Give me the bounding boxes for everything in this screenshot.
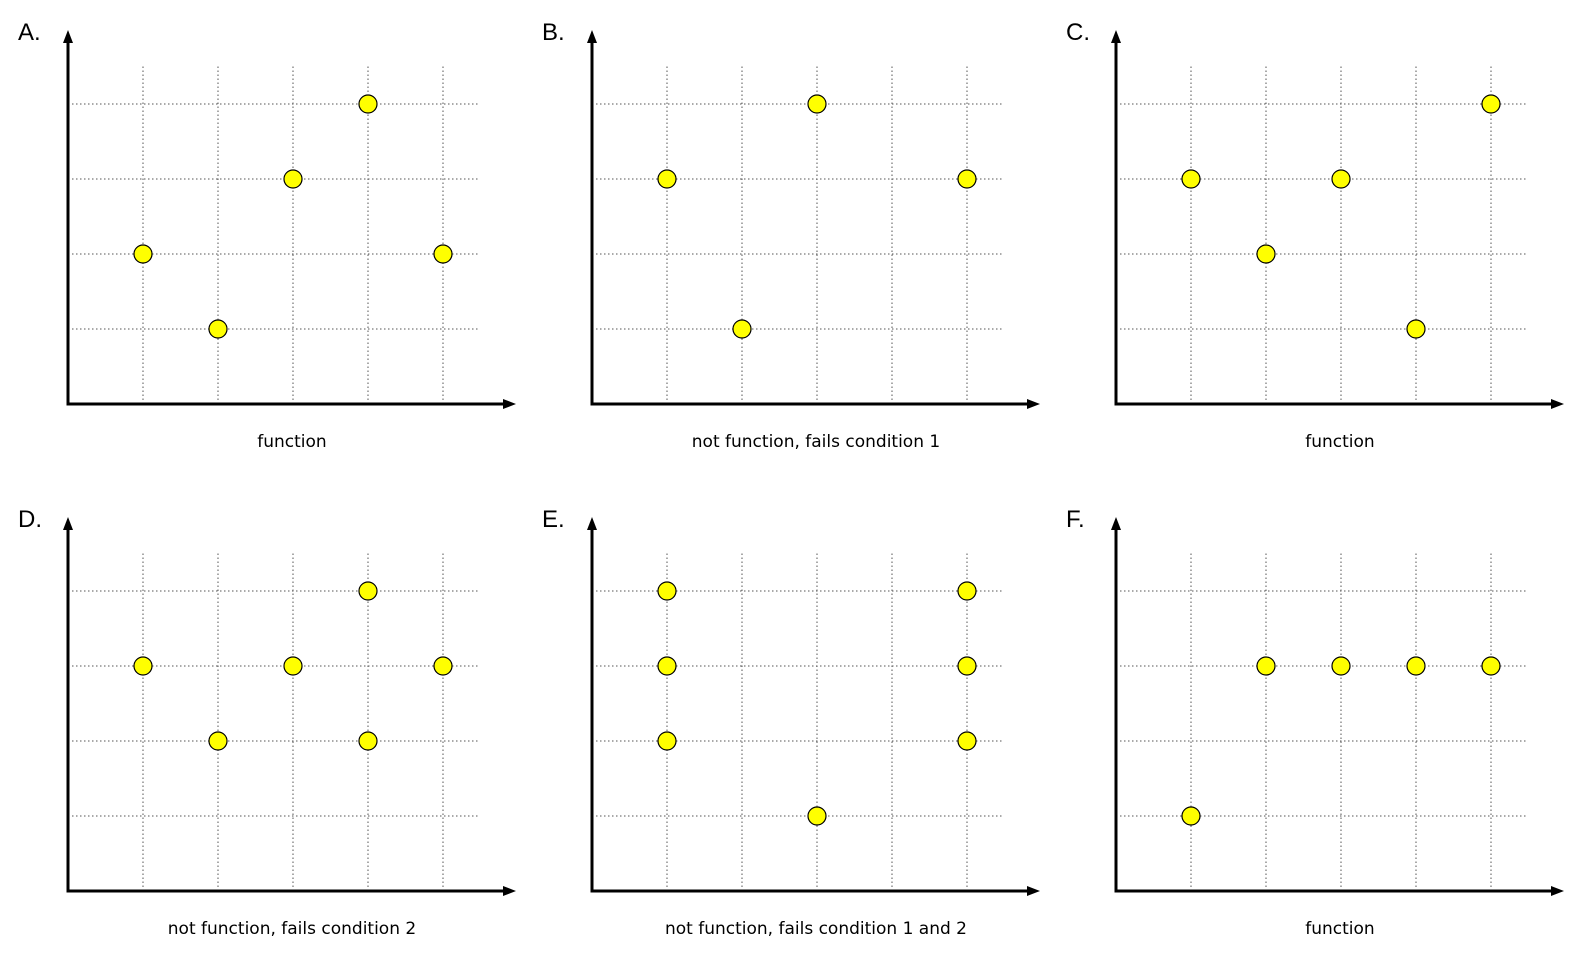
data-point bbox=[283, 169, 303, 189]
data-point bbox=[433, 656, 453, 676]
data-point bbox=[1481, 656, 1501, 676]
data-point bbox=[433, 244, 453, 264]
data-point bbox=[1181, 169, 1201, 189]
data-point bbox=[358, 94, 378, 114]
panel-caption: not function, fails condition 1 bbox=[692, 432, 940, 452]
y-axis-arrow bbox=[63, 517, 73, 530]
panel-label: B. bbox=[542, 19, 565, 46]
y-axis-arrow bbox=[63, 30, 73, 43]
data-point bbox=[1256, 656, 1276, 676]
x-axis-arrow bbox=[1027, 886, 1040, 896]
chart-panel-3: C. function bbox=[1066, 19, 1564, 452]
y-axis-arrow bbox=[587, 517, 597, 530]
data-point bbox=[283, 656, 303, 676]
data-point bbox=[208, 319, 228, 339]
data-point bbox=[732, 319, 752, 339]
panel-label: A. bbox=[18, 19, 41, 46]
x-axis-arrow bbox=[1027, 399, 1040, 409]
data-point bbox=[133, 656, 153, 676]
data-point bbox=[957, 581, 977, 601]
data-point bbox=[657, 656, 677, 676]
x-axis-arrow bbox=[503, 399, 516, 409]
y-axis-arrow bbox=[1111, 30, 1121, 43]
data-point bbox=[807, 94, 827, 114]
data-point bbox=[358, 731, 378, 751]
x-axis-arrow bbox=[1551, 399, 1564, 409]
data-point bbox=[1331, 169, 1351, 189]
chart-panel-4: D. not function, fails condition 2 bbox=[18, 506, 516, 939]
panel-caption: not function, fails condition 2 bbox=[168, 919, 416, 939]
data-point bbox=[657, 169, 677, 189]
data-point bbox=[807, 806, 827, 826]
panel-caption: not function, fails condition 1 and 2 bbox=[665, 919, 967, 939]
data-point bbox=[957, 169, 977, 189]
y-axis-arrow bbox=[1111, 517, 1121, 530]
data-point bbox=[208, 731, 228, 751]
data-point bbox=[957, 656, 977, 676]
data-point bbox=[657, 581, 677, 601]
panel-label: F. bbox=[1066, 506, 1085, 533]
data-point bbox=[358, 581, 378, 601]
x-axis-arrow bbox=[1551, 886, 1564, 896]
chart-panel-5: E. not function, fails condition 1 and 2 bbox=[542, 506, 1040, 939]
panel-label: C. bbox=[1066, 19, 1090, 46]
data-point bbox=[1256, 244, 1276, 264]
data-point bbox=[1181, 806, 1201, 826]
data-point bbox=[1406, 656, 1426, 676]
data-point bbox=[1481, 94, 1501, 114]
data-point bbox=[657, 731, 677, 751]
panel-caption: function bbox=[1305, 919, 1374, 939]
data-point bbox=[133, 244, 153, 264]
chart-panel-2: B. not function, fails condition 1 bbox=[542, 19, 1040, 452]
panel-caption: function bbox=[257, 432, 326, 452]
y-axis-arrow bbox=[587, 30, 597, 43]
data-point bbox=[1406, 319, 1426, 339]
data-point bbox=[1331, 656, 1351, 676]
x-axis-arrow bbox=[503, 886, 516, 896]
chart-panel-6: F. function bbox=[1066, 506, 1564, 939]
data-point bbox=[957, 731, 977, 751]
panel-caption: function bbox=[1305, 432, 1374, 452]
panel-label: E. bbox=[542, 506, 565, 533]
chart-panel-1: A. function bbox=[18, 19, 516, 452]
panel-label: D. bbox=[18, 506, 42, 533]
